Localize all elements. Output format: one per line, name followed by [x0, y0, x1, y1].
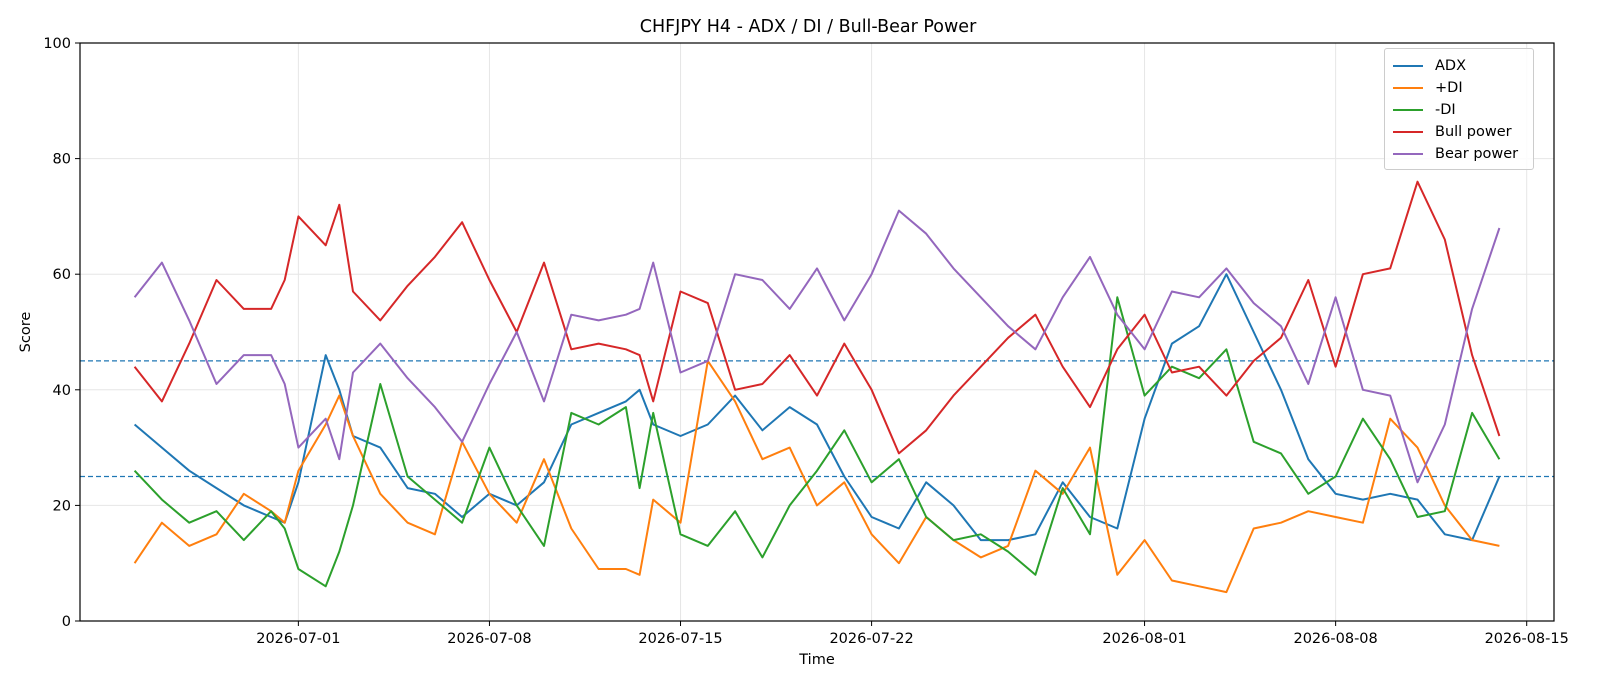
x-tick-label: 2026-08-15 [1485, 631, 1569, 647]
legend-label: Bear power [1435, 146, 1519, 162]
y-tick-label: 80 [53, 152, 71, 168]
legend-swatch [1393, 153, 1423, 155]
legend-item: Bull power [1393, 121, 1533, 143]
x-tick-label: 2026-07-22 [829, 631, 913, 647]
legend: ADX +DI -DI Bull power Bear power [1384, 48, 1534, 170]
y-ticks: 0 20 40 60 80 100 [43, 36, 80, 630]
legend-swatch [1393, 131, 1423, 133]
legend-swatch [1393, 87, 1423, 89]
legend-label: -DI [1435, 102, 1456, 118]
series-line-adx [133, 273, 1501, 542]
legend-swatch [1393, 65, 1423, 67]
y-tick-label: 60 [53, 267, 71, 283]
y-tick-label: 40 [53, 383, 71, 399]
y-tick-label: 100 [43, 36, 71, 52]
x-tick-label: 2026-07-15 [638, 631, 722, 647]
y-axis-label: Score [18, 312, 34, 353]
legend-item: +DI [1393, 77, 1533, 99]
legend-label: Bull power [1435, 124, 1512, 140]
x-tick-label: 2026-08-01 [1102, 631, 1186, 647]
legend-swatch [1393, 109, 1423, 111]
plot-frame [79, 42, 1555, 622]
x-axis-label: Time [798, 652, 835, 668]
y-tick-label: 20 [53, 498, 71, 514]
chart-title: CHFJPY H4 - ADX / DI / Bull-Bear Power [640, 17, 977, 37]
series-line-bear-power [133, 209, 1501, 484]
x-ticks: 2026-07-01 2026-07-08 2026-07-15 2026-07-22… [256, 621, 1569, 647]
legend-item: ADX [1393, 55, 1533, 77]
reference-lines [80, 360, 1554, 478]
x-tick-label: 2026-07-08 [447, 631, 531, 647]
series-lines [133, 180, 1501, 594]
legend-item: -DI [1393, 99, 1533, 121]
y-tick-label: 0 [62, 614, 71, 630]
series-line-di [133, 359, 1500, 594]
legend-label: +DI [1435, 80, 1463, 96]
series-line-di [133, 296, 1501, 588]
grid [80, 42, 1554, 622]
x-tick-label: 2026-08-08 [1293, 631, 1377, 647]
x-tick-label: 2026-07-01 [256, 631, 340, 647]
legend-item: Bear power [1393, 143, 1533, 165]
legend-label: ADX [1435, 58, 1467, 74]
series-line-bull-power [133, 180, 1501, 455]
